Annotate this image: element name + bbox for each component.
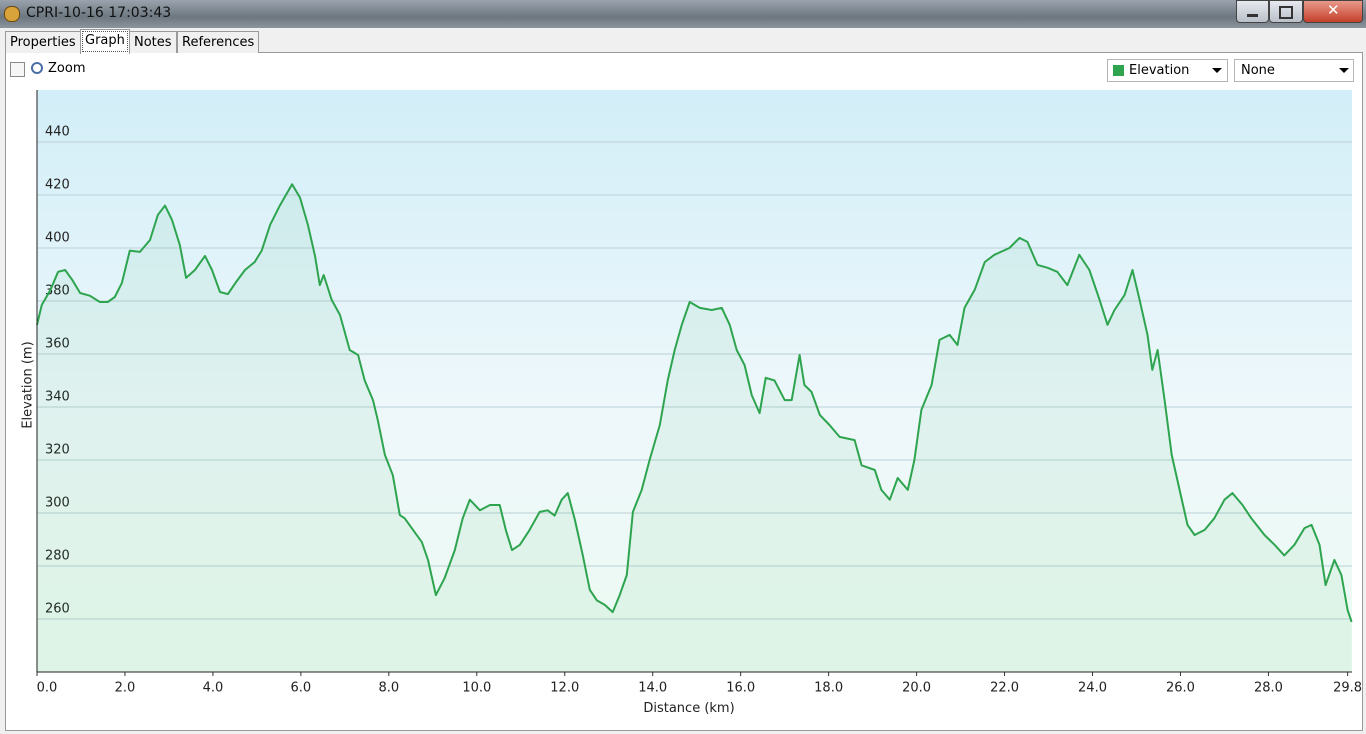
x-tick-label: 20.0 (902, 681, 931, 696)
tab[interactable]: Properties (5, 31, 81, 53)
x-tick-label: 22.0 (990, 681, 1019, 696)
x-tick-label: 24.0 (1078, 681, 1107, 696)
x-tick-label: 26.0 (1166, 681, 1195, 696)
x-tick-label: 14.0 (638, 681, 667, 696)
x-tick-label: 29.8 (1333, 681, 1362, 696)
y-tick-label: 400 (45, 230, 70, 245)
zoom-checkbox[interactable] (10, 62, 25, 77)
minimize-button[interactable] (1236, 0, 1269, 23)
series-swatch (1113, 65, 1124, 76)
x-tick-label: 8.0 (378, 681, 399, 696)
second-select[interactable]: None (1234, 59, 1354, 82)
x-axis-label: Distance (km) (643, 701, 734, 716)
x-tick-label: 4.0 (203, 681, 224, 696)
y-tick-label: 340 (45, 389, 70, 404)
restore-button[interactable] (1269, 0, 1303, 23)
title-bar: CPRI-10-16 17:03:43 ✕ (0, 0, 1366, 28)
elevation-line (36, 183, 1353, 623)
series-select-text: Elevation (1129, 63, 1190, 78)
x-tick-label: 10.0 (462, 681, 491, 696)
tab[interactable]: References (177, 31, 260, 53)
zoom-icon (31, 62, 43, 74)
y-tick-label: 360 (45, 336, 70, 351)
tab[interactable]: Notes (129, 31, 177, 53)
dropdown-arrow (1212, 68, 1222, 73)
dropdown-arrow (1339, 68, 1349, 73)
y-tick-label: 300 (45, 495, 70, 510)
area-fill (37, 184, 1352, 673)
x-tick-label: 2.0 (115, 681, 136, 696)
second-select-text: None (1241, 63, 1275, 78)
close-button[interactable]: ✕ (1303, 0, 1363, 23)
window-title: CPRI-10-16 17:03:43 (26, 5, 172, 21)
app-icon (4, 6, 20, 22)
x-tick-label: 28.0 (1254, 681, 1283, 696)
x-tick-label: 18.0 (814, 681, 843, 696)
y-tick-label: 280 (45, 548, 70, 563)
zoom-label[interactable]: Zoom (48, 61, 86, 76)
tab[interactable]: Graph (80, 29, 130, 54)
x-tick-label: 16.0 (726, 681, 755, 696)
y-tick-label: 320 (45, 442, 70, 457)
series-select[interactable]: Elevation (1107, 59, 1228, 82)
x-tick-label: 6.0 (291, 681, 312, 696)
x-tick-label: 0.0 (37, 681, 58, 696)
y-tick-label: 260 (45, 601, 70, 616)
y-axis-label: Elevation (m) (21, 341, 36, 428)
y-tick-label: 440 (45, 124, 70, 139)
x-tick-label: 12.0 (550, 681, 579, 696)
y-tick-label: 420 (45, 177, 70, 192)
plot-background (37, 90, 1352, 672)
